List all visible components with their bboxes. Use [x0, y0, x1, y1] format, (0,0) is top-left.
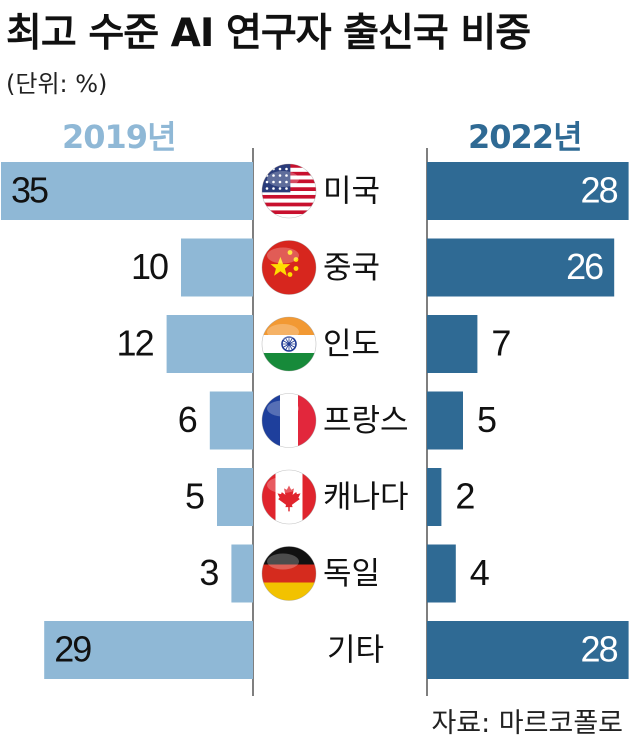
bar-2022-1 — [427, 238, 615, 297]
value-label-2022-2: 7 — [491, 323, 510, 364]
source-note: 자료: 마르코폴로 — [431, 708, 623, 739]
category-label-4: 캐나다 — [323, 480, 409, 516]
chart-title: 최고 수준 AI 연구자 출신국 비중 — [6, 11, 531, 56]
bar-2019-1 — [181, 238, 253, 297]
china-flag-icon — [261, 240, 317, 295]
bar-2019-3 — [209, 391, 253, 450]
value-label-2022-0: 28 — [581, 170, 618, 211]
value-label-2022-4: 2 — [455, 476, 474, 517]
value-label-2022-3: 5 — [477, 399, 496, 440]
value-label-2019-3: 6 — [178, 399, 197, 440]
bar-2022-2 — [427, 315, 478, 373]
unit-label: (단위: %) — [6, 70, 108, 98]
bar-2019-0 — [1, 162, 253, 220]
bar-2022-4 — [427, 468, 442, 526]
value-label-2022-5: 4 — [470, 552, 489, 593]
category-label-5: 독일 — [323, 556, 380, 592]
category-label-3: 프랑스 — [323, 403, 409, 439]
value-label-2022-6: 28 — [581, 629, 618, 670]
legend-2022: 2022년 — [468, 118, 583, 156]
value-label-2022-1: 26 — [566, 246, 603, 287]
value-label-2019-2: 12 — [117, 323, 154, 364]
france-flag-icon — [261, 393, 317, 448]
bar-2022-6 — [427, 621, 629, 679]
category-label-6: 기타 — [327, 633, 384, 669]
category-label-1: 중국 — [323, 250, 380, 286]
legend-2019: 2019년 — [62, 118, 177, 156]
bar-2022-5 — [427, 544, 456, 603]
value-label-2019-0: 35 — [11, 170, 48, 211]
usa-flag-icon — [261, 163, 317, 219]
canada-flag-icon — [261, 469, 317, 525]
bar-2019-5 — [231, 544, 253, 603]
value-label-2019-4: 5 — [185, 476, 204, 517]
bar-2022-0 — [427, 162, 629, 220]
germany-flag-icon — [261, 546, 317, 601]
bar-2022-3 — [427, 391, 463, 450]
india-flag-icon — [261, 316, 317, 372]
bar-2019-6 — [44, 621, 254, 679]
value-label-2019-6: 29 — [54, 629, 91, 670]
category-label-2: 인도 — [323, 327, 380, 363]
bar-2019-4 — [217, 468, 253, 526]
value-label-2019-5: 3 — [199, 552, 218, 593]
value-label-2019-1: 10 — [131, 246, 168, 287]
category-label-0: 미국 — [323, 174, 380, 210]
bar-2019-2 — [166, 315, 253, 373]
